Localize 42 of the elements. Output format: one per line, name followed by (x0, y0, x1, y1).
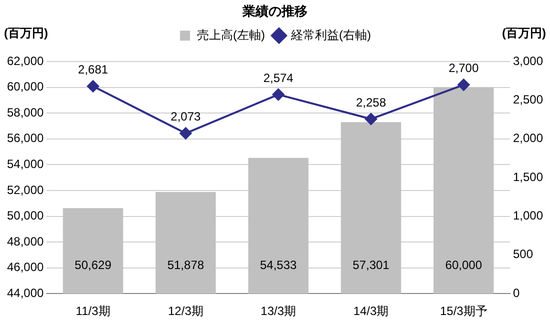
y-tick-label: 46,000 (7, 260, 44, 274)
y2-tick-label: 500 (512, 247, 534, 262)
y2-axis-title: (百万円) (502, 26, 546, 40)
data-label: 60,000 (445, 258, 482, 272)
y2-tick-label: 0 (512, 286, 520, 300)
y-tick-label: 54,000 (7, 157, 44, 172)
point (272, 88, 284, 101)
y2-tick-label: 3,000 (512, 54, 544, 68)
x-tick-label: 13/3期 (260, 304, 296, 318)
x-tick-label: 14/3期 (353, 304, 389, 318)
y-tick-label: 52,000 (7, 182, 44, 197)
x-tick-label: 15/3期予 (440, 304, 488, 318)
data-label: 2,700 (448, 61, 479, 76)
point (364, 112, 377, 125)
x-tick-label: 12/3期 (168, 304, 204, 318)
y-tick-label: 60,000 (7, 80, 44, 94)
y-tick-label: 44,000 (7, 286, 44, 300)
y2-tick-label: 1,500 (512, 170, 544, 184)
data-label: 2,258 (356, 95, 386, 110)
legend-label: 経常利益(右軸) (290, 28, 371, 42)
data-label: 2,073 (170, 110, 202, 124)
y-tick-label: 48,000 (7, 234, 44, 248)
point (458, 78, 470, 91)
legend-label: 売上高(左軸) (197, 28, 266, 42)
y-tick-label: 62,000 (7, 54, 44, 68)
x-tick-label: 11/3期 (76, 304, 110, 318)
y-tick-label: 58,000 (7, 105, 44, 120)
data-label: 51,878 (167, 258, 204, 272)
y2-tick-label: 2,000 (512, 131, 544, 146)
data-label: 2,681 (78, 62, 108, 77)
y-axis-title: (百万円) (4, 26, 48, 40)
y2-tick-label: 2,500 (512, 92, 544, 107)
y2-tick-label: 1,000 (512, 208, 544, 223)
point (180, 127, 192, 140)
data-label: 50,629 (74, 258, 112, 272)
data-label: 54,533 (260, 258, 298, 272)
y-tick-label: 56,000 (7, 131, 44, 146)
point (87, 80, 100, 92)
chart-title: 業績の推移 (242, 3, 308, 18)
data-label: 57,301 (352, 258, 390, 272)
y-tick-label: 50,000 (7, 208, 44, 223)
data-label: 2,574 (263, 70, 294, 85)
